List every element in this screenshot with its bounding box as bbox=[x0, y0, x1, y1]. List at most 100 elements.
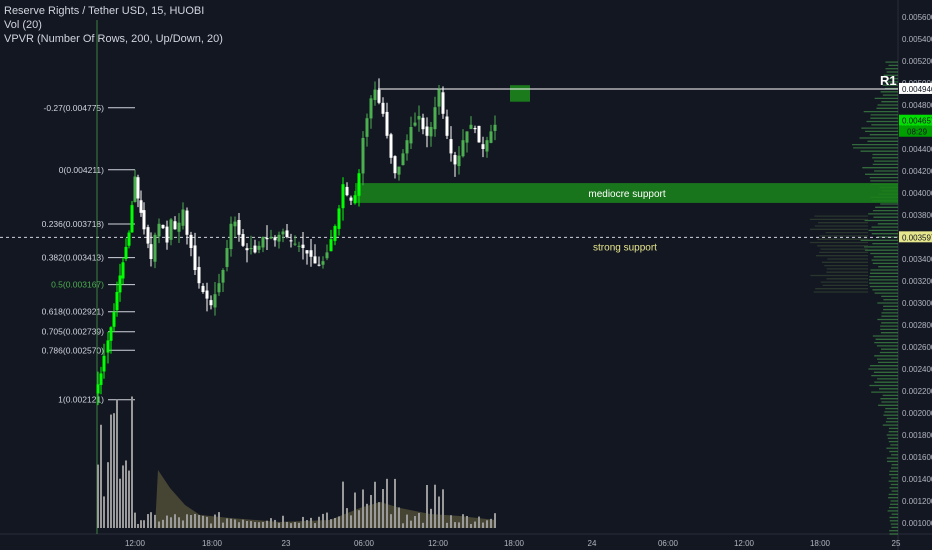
candle-body bbox=[457, 155, 461, 167]
candle-body bbox=[157, 223, 161, 237]
candle-body bbox=[429, 127, 433, 137]
candle-body bbox=[461, 140, 465, 157]
candle-body bbox=[401, 153, 405, 166]
strong-support-label: strong support bbox=[593, 242, 657, 253]
candle-body bbox=[365, 118, 369, 137]
candle-body bbox=[269, 237, 273, 239]
candle-body bbox=[317, 264, 321, 266]
candle-body bbox=[305, 250, 309, 254]
candle-body bbox=[241, 234, 245, 246]
candle-body bbox=[345, 186, 349, 196]
candle-body bbox=[361, 138, 365, 174]
strong-support-price-tag: 0.003597 bbox=[902, 233, 932, 242]
fib-level-label: 1(0.002121) bbox=[58, 395, 104, 405]
candle-body bbox=[341, 184, 345, 209]
time-tick-label: 23 bbox=[282, 539, 291, 548]
candle-body bbox=[489, 131, 493, 143]
candle-body bbox=[205, 290, 209, 299]
r1-label: R1 bbox=[880, 73, 897, 88]
candle-body bbox=[127, 232, 131, 246]
candle-body bbox=[409, 127, 413, 144]
candle-body bbox=[329, 239, 333, 252]
candle-body bbox=[96, 384, 100, 394]
candle-body bbox=[261, 237, 265, 248]
supply-zone bbox=[510, 85, 530, 102]
candle-body bbox=[106, 340, 110, 353]
candle-body bbox=[273, 237, 277, 241]
candle-body bbox=[349, 197, 353, 201]
candle-body bbox=[377, 89, 381, 103]
candle-body bbox=[373, 89, 377, 101]
candle-body bbox=[301, 244, 305, 248]
countdown-label: 08:29 bbox=[907, 128, 928, 137]
candle-body bbox=[181, 209, 185, 226]
candle-body bbox=[257, 245, 261, 250]
candle-body bbox=[185, 210, 189, 235]
last-price-tag: 0.004657 bbox=[902, 117, 932, 126]
candle-body bbox=[209, 300, 213, 306]
candle-body bbox=[217, 283, 221, 293]
candle-body bbox=[121, 262, 125, 279]
candle-body bbox=[353, 195, 357, 204]
fib-level-label: 0.705(0.002739) bbox=[42, 327, 105, 337]
candle-body bbox=[385, 111, 389, 136]
candle-body bbox=[213, 294, 217, 308]
time-tick-label: 18:00 bbox=[202, 539, 223, 548]
candle-body bbox=[169, 219, 173, 240]
fib-level-label: 0.786(0.002570) bbox=[42, 345, 105, 355]
candle-body bbox=[321, 261, 325, 265]
r1-price-tag: 0.004946 bbox=[902, 85, 932, 94]
countdown-bg bbox=[899, 125, 932, 137]
candle-body bbox=[133, 176, 137, 203]
candle-body bbox=[469, 124, 473, 129]
candle-body bbox=[277, 234, 281, 242]
candle-body bbox=[357, 173, 361, 196]
fib-level-label: -0.27(0.004775) bbox=[44, 103, 105, 113]
candle-body bbox=[197, 267, 201, 284]
fib-level-label: 0.236(0.003718) bbox=[42, 219, 105, 229]
candle-body bbox=[285, 230, 289, 237]
candle-body bbox=[130, 205, 134, 233]
candle-body bbox=[189, 234, 193, 248]
candle-body bbox=[369, 98, 373, 119]
candle-body bbox=[161, 224, 165, 229]
candle-body bbox=[136, 177, 140, 199]
mediocre-support-zone bbox=[355, 183, 898, 203]
fib-level-label: 0(0.004211) bbox=[59, 165, 104, 175]
candle-body bbox=[465, 131, 469, 143]
candle-body bbox=[221, 270, 225, 283]
time-tick-label: 06:00 bbox=[658, 539, 679, 548]
candle-body bbox=[405, 140, 409, 154]
time-tick-label: 12:00 bbox=[734, 539, 755, 548]
candle-body bbox=[485, 140, 489, 152]
candle-body bbox=[421, 117, 425, 130]
candle-body bbox=[289, 240, 293, 242]
strong-support-price-tag-bg bbox=[899, 231, 932, 243]
candle-body bbox=[177, 222, 181, 232]
candle-body bbox=[337, 208, 341, 229]
fib-level-label: 0.5(0.003167) bbox=[51, 280, 104, 290]
time-tick-label: 12:00 bbox=[428, 539, 449, 548]
candle-body bbox=[201, 285, 205, 292]
last-price-tag-bg bbox=[899, 114, 932, 126]
candle-body bbox=[397, 166, 401, 175]
candle-body bbox=[102, 355, 106, 372]
candle-body bbox=[225, 248, 229, 267]
candle-body bbox=[193, 245, 197, 270]
volume-ma-area bbox=[155, 470, 495, 528]
candle-body bbox=[109, 327, 113, 341]
